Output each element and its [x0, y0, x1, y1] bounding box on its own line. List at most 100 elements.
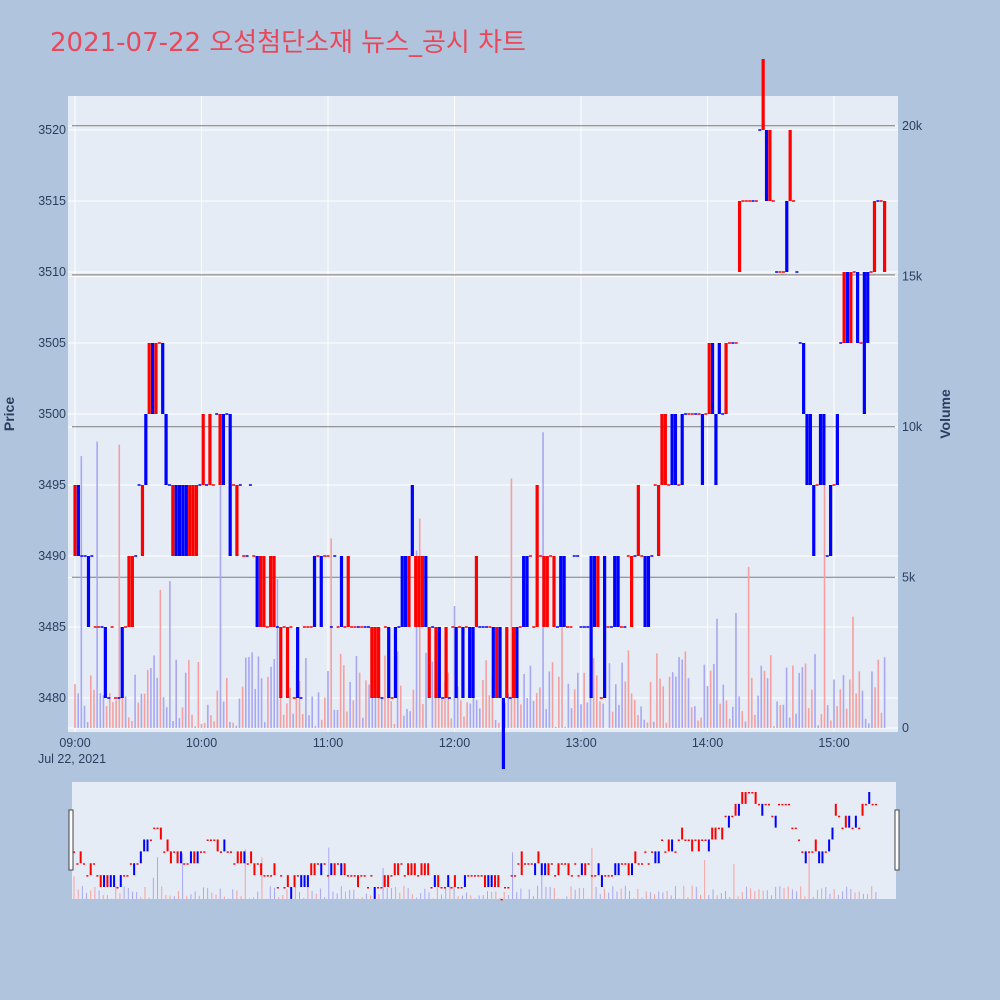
rangeslider-candle — [443, 887, 446, 889]
date-label: Jul 22, 2021 — [38, 752, 106, 766]
rangeslider-candle — [838, 815, 841, 818]
rangeslider-candle — [761, 803, 764, 816]
rangeslider-left-handle[interactable] — [68, 809, 74, 871]
rangeslider-candle — [99, 875, 102, 887]
candle — [761, 59, 765, 130]
rangeslider-candle — [236, 851, 239, 864]
rangeslider-candle — [651, 851, 654, 853]
rangeslider-candle — [747, 792, 750, 794]
candle — [370, 627, 374, 698]
candle — [680, 414, 684, 485]
rangeslider-candle — [467, 875, 470, 877]
volume-tick-label: 20k — [902, 119, 923, 133]
rangeslider-candle — [300, 875, 303, 887]
rangeslider-candle — [400, 863, 403, 865]
rangeslider-candle — [654, 851, 657, 864]
rangeslider-candle — [844, 815, 847, 828]
candle — [842, 272, 846, 343]
rangeslider-candle — [871, 803, 874, 806]
rangeslider-candle — [791, 827, 794, 830]
rangeslider-candle — [203, 851, 206, 853]
rangeslider-candle — [313, 863, 316, 876]
rangeslider-candle — [694, 839, 697, 841]
rangeslider-candle — [123, 875, 126, 877]
candle — [785, 201, 789, 272]
rangeslider-candle — [79, 851, 82, 864]
rangeslider-candle — [778, 803, 781, 806]
rangeslider-candle — [627, 863, 630, 876]
candle — [73, 485, 77, 556]
candle — [525, 556, 529, 627]
candle — [76, 485, 80, 556]
rangeslider-candle — [510, 875, 513, 877]
rangeslider-candle — [256, 863, 259, 865]
candle — [862, 272, 866, 414]
rangeslider-candle — [507, 887, 510, 889]
candle — [522, 556, 526, 627]
rangeslider-candle — [430, 887, 433, 889]
candle — [822, 414, 826, 485]
rangeslider-candle — [163, 851, 166, 853]
candle — [552, 556, 556, 627]
candle — [646, 556, 651, 627]
rangeslider-candle — [634, 851, 637, 864]
candle — [663, 414, 667, 485]
rangeslider-candle — [701, 839, 704, 841]
candle — [161, 343, 165, 414]
rangeslider-candle — [537, 851, 540, 864]
candle — [208, 414, 212, 485]
rangeslider-candle — [497, 875, 500, 887]
rangeslider[interactable] — [68, 782, 900, 901]
rangeslider-candle — [310, 863, 313, 876]
rangeslider-candle — [584, 863, 587, 876]
candle — [235, 485, 239, 556]
rangeslider-right-handle[interactable] — [894, 809, 900, 871]
rangeslider-candle — [590, 875, 593, 877]
rangeslider-candle — [754, 792, 757, 804]
candle — [444, 627, 448, 698]
rangeslider-candle — [437, 875, 440, 887]
rangeslider-candle — [684, 839, 687, 841]
rangeslider-candle — [220, 851, 223, 853]
rangeslider-candle — [126, 875, 129, 877]
rangeslider-candle — [854, 815, 857, 828]
time-tick-label: 15:00 — [818, 736, 849, 750]
rangeslider-candle — [393, 863, 396, 876]
candle — [339, 556, 344, 627]
rangeslider-candle — [209, 839, 212, 841]
rangeslider-candle — [524, 863, 527, 865]
rangeslider-candle — [293, 875, 296, 887]
rangeslider-candle — [597, 863, 600, 876]
rangeslider-candle — [213, 839, 216, 841]
rangeslider-candle — [206, 839, 209, 841]
rangeslider-candle — [86, 875, 89, 877]
candle — [866, 272, 870, 343]
rangeslider-candle — [788, 803, 791, 806]
rangeslider-candle — [156, 827, 159, 830]
candle — [717, 343, 721, 414]
rangeslider-candle — [186, 863, 189, 865]
candle — [471, 627, 475, 698]
candle — [670, 414, 674, 485]
rangeslider-candle — [397, 863, 400, 876]
rangeslider-candle — [333, 863, 336, 876]
rangeslider-candle — [263, 875, 266, 877]
rangeslider-candle — [189, 851, 192, 864]
rangeslider-candle — [500, 898, 503, 901]
rangeslider-candle — [721, 827, 724, 840]
rangeslider-candle — [113, 875, 116, 887]
candle — [144, 414, 148, 485]
candle — [849, 272, 853, 343]
rangeslider-candle — [106, 875, 109, 887]
rangeslider-candle — [617, 863, 620, 876]
candle — [808, 414, 812, 485]
rangeslider-candle — [697, 839, 700, 852]
rangeslider-candle — [230, 851, 233, 853]
price-tick-label: 3515 — [38, 194, 66, 208]
rangeslider-candle — [169, 851, 172, 864]
rangeslider-candle — [734, 803, 737, 816]
rangeslider-candle — [798, 839, 801, 841]
rangeslider-candle — [336, 863, 339, 865]
candle — [498, 627, 502, 698]
